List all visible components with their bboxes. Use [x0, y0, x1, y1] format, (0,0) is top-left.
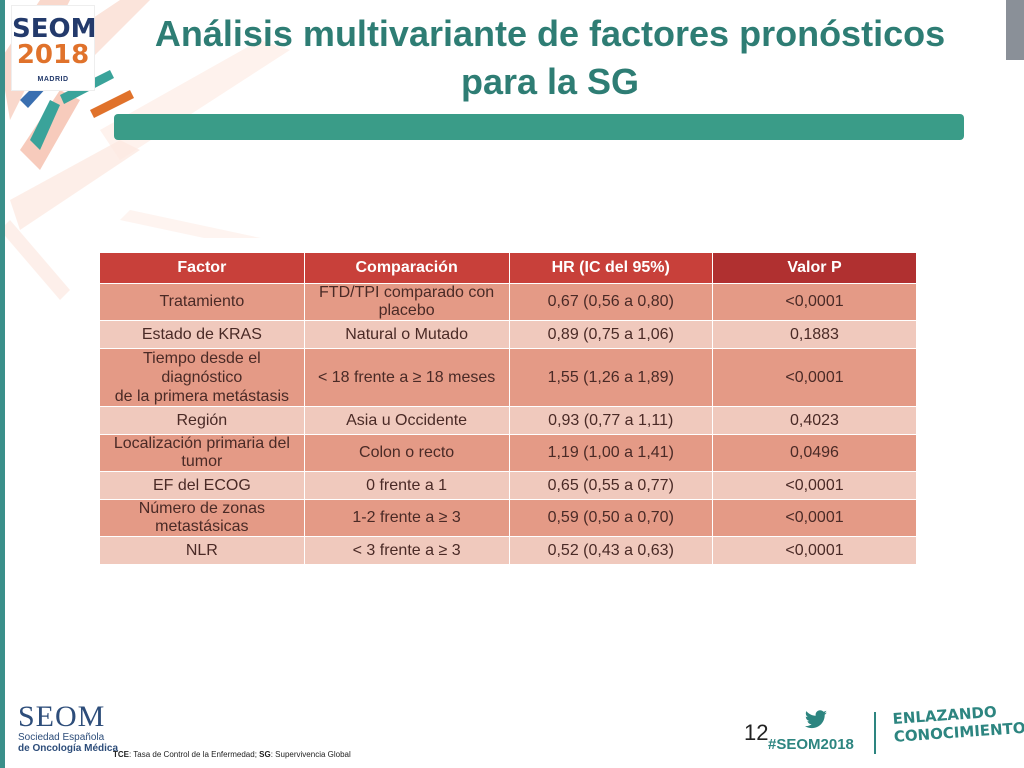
table-row: Tiempo desde el diagnóstico de la primer…	[99, 348, 918, 407]
cell-comparacion: Asia u Occidente	[303, 406, 510, 435]
slogan: ENLAZANDO CONOCIMIENTO	[892, 701, 1024, 746]
cell-factor: Región	[99, 406, 305, 435]
header-factor: Factor	[99, 252, 305, 284]
cell-hr: 0,93 (0,77 a 1,11)	[508, 406, 713, 435]
seom-footer-logo: SEOM Sociedad Española de Oncología Médi…	[18, 700, 119, 755]
footer-org-name: SEOM	[18, 700, 106, 733]
cell-hr: 0,65 (0,55 a 0,77)	[508, 471, 713, 500]
cell-comparacion: < 18 frente a ≥ 18 meses	[303, 348, 510, 407]
logo-brand: SEOM	[12, 14, 97, 44]
cell-factor: Tratamiento	[99, 283, 305, 321]
header-hr: HR (IC del 95%)	[508, 252, 713, 284]
cell-p: <0,0001	[711, 471, 918, 500]
multivariate-table: Factor Comparación HR (IC del 95%) Valor…	[99, 252, 918, 565]
table-header-row: Factor Comparación HR (IC del 95%) Valor…	[99, 252, 918, 284]
cell-factor: Número de zonas metastásicas	[99, 499, 305, 537]
left-accent-rule	[0, 0, 5, 768]
table-row: Localización primaria del tumor Colon o …	[99, 434, 918, 472]
cell-hr: 1,55 (1,26 a 1,89)	[508, 348, 713, 407]
cell-comparacion: FTD/TPI comparado con placebo	[303, 283, 510, 321]
header-comparacion: Comparación	[303, 252, 510, 284]
cell-factor: Localización primaria del tumor	[99, 434, 305, 472]
twitter-icon	[805, 710, 827, 729]
cell-p: <0,0001	[711, 536, 918, 565]
seom-2018-logo: SEOM 2018 MADRID	[12, 6, 97, 90]
cell-comparacion: 0 frente a 1	[303, 471, 510, 500]
cell-p: <0,0001	[711, 283, 918, 321]
multivariate-table-container: Factor Comparación HR (IC del 95%) Valor…	[92, 238, 928, 565]
footer-org-line2: de Oncología Médica	[18, 743, 119, 754]
cell-hr: 0,59 (0,50 a 0,70)	[508, 499, 713, 537]
cell-factor: NLR	[99, 536, 305, 565]
hashtag: #SEOM2018	[768, 736, 854, 753]
cell-p: 0,0496	[711, 434, 918, 472]
footer-org-line1: Sociedad Española	[18, 732, 105, 743]
cell-hr: 0,52 (0,43 a 0,63)	[508, 536, 713, 565]
cell-p: <0,0001	[711, 499, 918, 537]
footnote-sg-text: : Supervivencia Global	[270, 750, 351, 759]
corner-accent	[1006, 0, 1024, 60]
footnote-tce-abbr: TCE	[113, 750, 129, 759]
cell-factor: EF del ECOG	[99, 471, 305, 500]
table-row: EF del ECOG 0 frente a 1 0,65 (0,55 a 0,…	[99, 471, 918, 500]
table-row: Número de zonas metastásicas 1-2 frente …	[99, 499, 918, 537]
logo-city: MADRID	[37, 76, 69, 83]
cell-comparacion: Natural o Mutado	[303, 320, 510, 349]
cell-factor-line1: Tiempo desde el diagnóstico	[143, 350, 261, 386]
cell-p: 0,4023	[711, 406, 918, 435]
cell-hr: 1,19 (1,00 a 1,41)	[508, 434, 713, 472]
footnote-tce-text: : Tasa de Control de la Enfermedad;	[129, 750, 260, 759]
table-row: Tratamiento FTD/TPI comparado con placeb…	[99, 283, 918, 321]
footnote-sg-abbr: SG	[259, 750, 271, 759]
table-row: Región Asia u Occidente 0,93 (0,77 a 1,1…	[99, 406, 918, 435]
cell-hr: 0,89 (0,75 a 1,06)	[508, 320, 713, 349]
slide-title: Análisis multivariante de factores pronó…	[110, 10, 990, 106]
cell-p: <0,0001	[711, 348, 918, 407]
cell-comparacion: < 3 frente a ≥ 3	[303, 536, 510, 565]
cell-hr: 0,67 (0,56 a 0,80)	[508, 283, 713, 321]
logo-year: 2018	[16, 40, 90, 70]
table-row: Estado de KRAS Natural o Mutado 0,89 (0,…	[99, 320, 918, 349]
page-number: 12	[744, 720, 769, 745]
header-valor-p: Valor P	[711, 252, 918, 284]
slide-title-line1: Análisis multivariante de factores pronó…	[154, 13, 946, 54]
cell-p: 0,1883	[711, 320, 918, 349]
footer-divider	[874, 712, 876, 754]
table-row: NLR < 3 frente a ≥ 3 0,52 (0,43 a 0,63) …	[99, 536, 918, 565]
cell-factor: Tiempo desde el diagnóstico de la primer…	[99, 348, 305, 407]
cell-comparacion: 1-2 frente a ≥ 3	[303, 499, 510, 537]
cell-factor-line2: de la primera metástasis	[114, 388, 289, 405]
cell-factor: Estado de KRAS	[99, 320, 305, 349]
title-underline-bar	[114, 114, 964, 140]
cell-comparacion: Colon o recto	[303, 434, 510, 472]
slide-title-line2: para la SG	[460, 61, 640, 102]
footnote: TCE: Tasa de Control de la Enfermedad; S…	[113, 750, 351, 759]
